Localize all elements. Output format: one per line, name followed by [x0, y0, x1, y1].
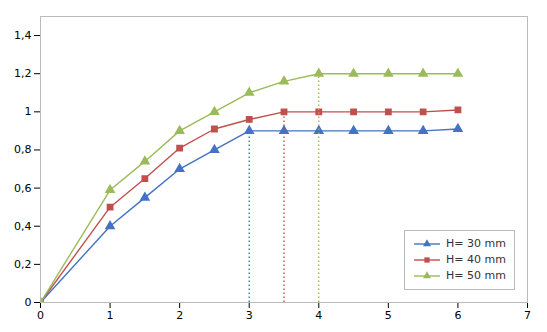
svg-text:0,2: 0,2 — [14, 258, 32, 271]
svg-text:1: 1 — [107, 309, 114, 322]
svg-text:5: 5 — [385, 309, 392, 322]
svg-text:0: 0 — [37, 309, 44, 322]
svg-text:0,6: 0,6 — [14, 182, 32, 195]
svg-text:0,8: 0,8 — [14, 143, 32, 156]
svg-text:3: 3 — [246, 309, 253, 322]
svg-text:6: 6 — [454, 309, 461, 322]
svg-text:2: 2 — [176, 309, 183, 322]
html-text:H= 30 mm: H= 30 mm — [446, 237, 506, 250]
svg-text:1: 1 — [25, 105, 32, 118]
svg-text:1,4: 1,4 — [14, 29, 32, 42]
svg-text:0,4: 0,4 — [14, 220, 32, 233]
svg-text:0: 0 — [25, 296, 32, 309]
html-text:H= 50 mm: H= 50 mm — [446, 269, 506, 282]
html-text:H= 40 mm: H= 40 mm — [446, 253, 506, 266]
svg-text:7: 7 — [524, 309, 531, 322]
svg-text:4: 4 — [315, 309, 322, 322]
svg-text:1,2: 1,2 — [14, 67, 32, 80]
